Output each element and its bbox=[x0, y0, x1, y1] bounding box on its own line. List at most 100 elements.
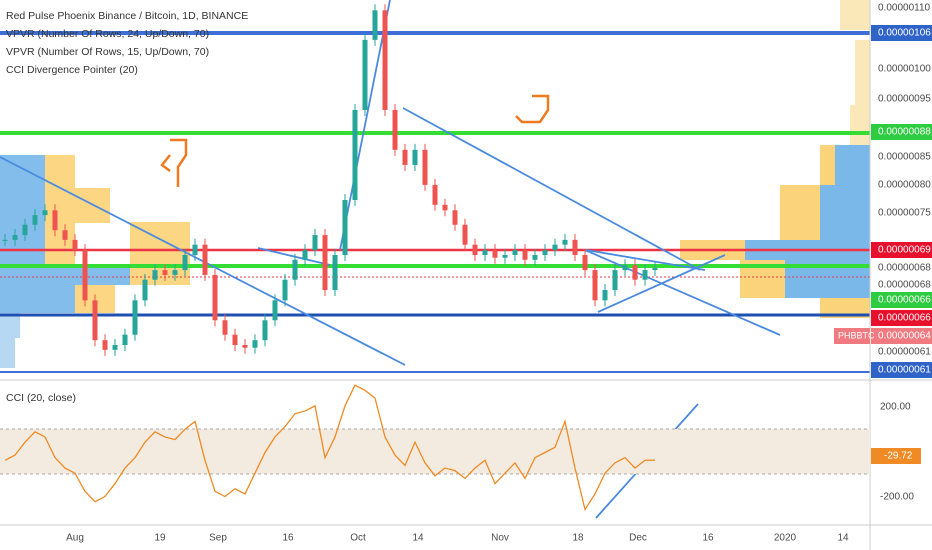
candle bbox=[472, 244, 478, 255]
candle bbox=[612, 270, 618, 291]
volume-profile-left bbox=[0, 155, 190, 368]
candle bbox=[632, 265, 638, 280]
candle bbox=[642, 270, 648, 280]
candle bbox=[542, 250, 548, 255]
price-axis-label: 0.00000095 bbox=[878, 94, 931, 105]
candle bbox=[72, 239, 78, 251]
candle bbox=[182, 254, 188, 271]
date-axis-label: 2020 bbox=[774, 533, 797, 544]
candle bbox=[392, 109, 398, 150]
price-badge bbox=[871, 242, 932, 258]
candle bbox=[432, 184, 438, 205]
price-axis-label: 0.00000085 bbox=[878, 152, 931, 163]
price-axis-label: 0.00000075 bbox=[878, 208, 931, 219]
price-axis-label: 0.00000068 bbox=[878, 280, 931, 291]
price-axis-label: 0.00000064 bbox=[878, 331, 931, 342]
symbol-badge bbox=[834, 328, 870, 344]
candle bbox=[522, 250, 528, 260]
candle bbox=[602, 290, 608, 301]
candle bbox=[222, 320, 228, 335]
candle bbox=[512, 250, 518, 255]
price-axis-label: 0.00000110 bbox=[878, 3, 931, 14]
candle bbox=[382, 10, 388, 110]
candle bbox=[422, 149, 428, 185]
candle bbox=[12, 235, 18, 240]
candle bbox=[552, 244, 558, 251]
candle bbox=[112, 345, 118, 350]
cci-label: CCI (20, close) bbox=[6, 392, 76, 404]
date-axis-label: Nov bbox=[491, 533, 509, 544]
price-badge bbox=[871, 362, 932, 378]
hand-icons bbox=[160, 94, 550, 187]
candle bbox=[592, 270, 598, 301]
candle bbox=[572, 239, 578, 255]
candle bbox=[32, 215, 38, 225]
price-axis-label: 0.00000066 bbox=[878, 313, 931, 324]
candle bbox=[492, 250, 498, 258]
candle bbox=[502, 254, 508, 258]
candle bbox=[122, 334, 128, 346]
symbol-badge-label: PHBBTC bbox=[838, 330, 875, 340]
indicator-label: CCI Divergence Pointer (20) bbox=[6, 64, 138, 76]
candle bbox=[302, 250, 308, 260]
candle bbox=[312, 235, 318, 251]
candle bbox=[332, 254, 338, 291]
candle bbox=[322, 235, 328, 291]
candle bbox=[252, 340, 258, 348]
cci-axis-label: 200.00 bbox=[880, 402, 911, 413]
date-axis-label: 16 bbox=[702, 533, 714, 544]
candle bbox=[532, 254, 538, 260]
candle bbox=[62, 230, 68, 240]
candle bbox=[452, 210, 458, 225]
indicator-label: VPVR (Number Of Rows, 15, Up/Down, 70) bbox=[6, 46, 209, 58]
price-axis-label: 0.00000061 bbox=[878, 365, 931, 376]
date-axis-label: Aug bbox=[66, 533, 84, 544]
candle bbox=[352, 109, 358, 200]
date-axis-label: 16 bbox=[282, 533, 294, 544]
candle bbox=[272, 300, 278, 321]
candle bbox=[232, 334, 238, 346]
candle bbox=[162, 270, 168, 275]
candle bbox=[262, 320, 268, 341]
candle bbox=[2, 239, 8, 241]
date-axis-label: 18 bbox=[572, 533, 584, 544]
price-badge bbox=[871, 328, 932, 344]
candle bbox=[582, 254, 588, 271]
price-badge bbox=[871, 292, 932, 308]
price-axis-label: 0.00000080 bbox=[878, 180, 931, 191]
cci-badge-label: -29.72 bbox=[884, 451, 913, 462]
candle bbox=[652, 268, 658, 271]
candle bbox=[282, 279, 288, 301]
candle bbox=[562, 239, 568, 245]
candle bbox=[462, 224, 468, 245]
indicator-label: VPVR (Number Of Rows, 24, Up/Down, 70) bbox=[6, 28, 209, 40]
candle bbox=[132, 300, 138, 335]
candle bbox=[152, 270, 158, 280]
cci-badge bbox=[871, 448, 921, 464]
cci-axis-label: -200.00 bbox=[880, 492, 914, 503]
candle bbox=[342, 199, 348, 255]
price-axis-label: 0.00000088 bbox=[878, 127, 931, 138]
candle bbox=[42, 210, 48, 216]
candle bbox=[102, 340, 108, 350]
price-axis-label: 0.00000068 bbox=[878, 263, 931, 274]
candle bbox=[362, 39, 368, 110]
candle bbox=[442, 204, 448, 211]
candle bbox=[242, 345, 248, 348]
price-axis-label: 0.00000106 bbox=[878, 28, 931, 39]
chart-title: Red Pulse Phoenix Binance / Bitcoin, 1D,… bbox=[6, 10, 248, 22]
date-axis-label: Sep bbox=[209, 533, 227, 544]
candle bbox=[402, 149, 408, 165]
candle bbox=[412, 149, 418, 165]
candle bbox=[212, 274, 218, 321]
price-axis-label: 0.00000069 bbox=[878, 245, 931, 256]
candle bbox=[142, 279, 148, 301]
candle bbox=[482, 250, 488, 255]
date-axis-label: 14 bbox=[412, 533, 424, 544]
cci-band bbox=[0, 429, 870, 474]
date-axis-label: 14 bbox=[837, 533, 849, 544]
price-badge bbox=[871, 310, 932, 326]
candle bbox=[292, 259, 298, 280]
candle bbox=[22, 224, 28, 236]
